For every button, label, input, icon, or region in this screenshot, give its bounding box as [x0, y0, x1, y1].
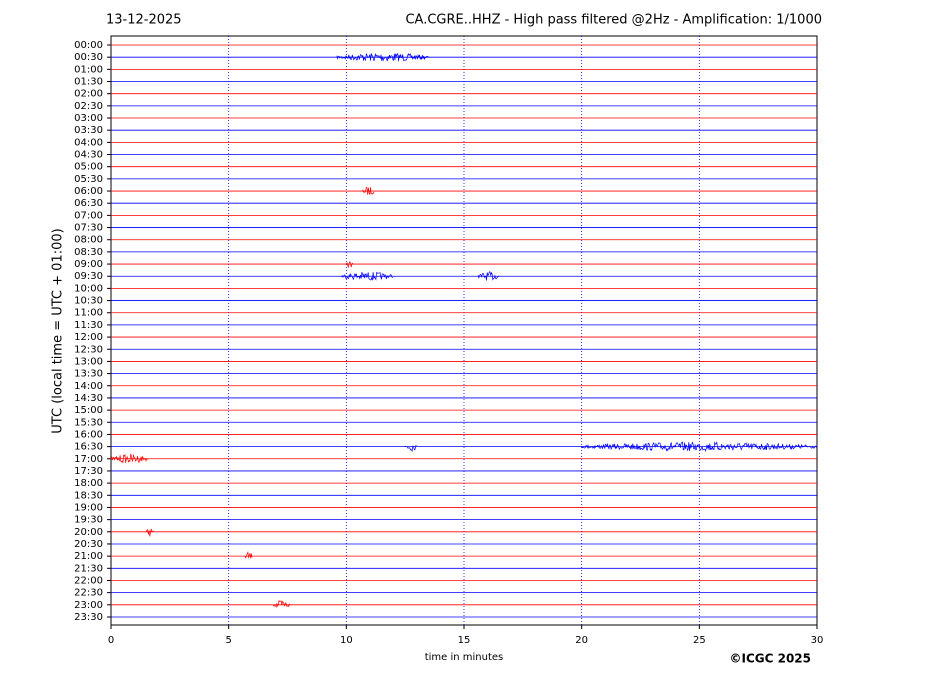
- x-axis-label: time in minutes: [425, 652, 504, 663]
- burst: [404, 444, 417, 452]
- x-tick-label: 20: [575, 635, 588, 646]
- x-tick-label: 0: [108, 635, 114, 646]
- y-tick-label: 09:30: [74, 271, 103, 282]
- y-tick-label: 12:00: [74, 332, 103, 343]
- y-tick-label: 03:30: [74, 125, 103, 136]
- y-tick-label: 12:30: [74, 344, 103, 355]
- y-tick-label: 16:00: [74, 429, 103, 440]
- y-tick-label: 10:00: [74, 283, 103, 294]
- y-tick-label: 23:00: [74, 600, 103, 611]
- y-tick-label: 04:30: [74, 150, 103, 161]
- y-tick-label: 11:30: [74, 320, 103, 331]
- y-tick-label: 08:30: [74, 247, 103, 258]
- y-tick-label: 11:00: [74, 308, 103, 319]
- burst: [341, 271, 393, 281]
- y-axis-label: UTC (local time = UTC + 01:00): [51, 228, 66, 433]
- y-tick-label: 01:00: [74, 64, 103, 75]
- y-tick-label: 14:00: [74, 381, 103, 392]
- y-tick-label: 04:00: [74, 137, 103, 148]
- y-tick-label: 17:00: [74, 454, 103, 465]
- credit: ©ICGC 2025: [729, 652, 811, 666]
- y-tick-label: 03:00: [74, 113, 103, 124]
- y-tick-label: 00:30: [74, 52, 103, 63]
- y-tick-label: 05:30: [74, 174, 103, 185]
- burst: [110, 453, 149, 464]
- y-tick-label: 21:30: [74, 563, 103, 574]
- y-tick-label: 23:30: [74, 612, 103, 623]
- y-tick-label: 19:00: [74, 502, 103, 513]
- y-tick-label: 02:00: [74, 89, 103, 100]
- x-tick-label: 25: [693, 635, 706, 646]
- y-tick-label: 05:00: [74, 162, 103, 173]
- y-tick-label: 19:30: [74, 515, 103, 526]
- burst: [477, 271, 500, 281]
- y-tick-label: 18:00: [74, 478, 103, 489]
- burst: [581, 441, 818, 452]
- x-tick-label: 5: [225, 635, 231, 646]
- y-tick-label: 10:30: [74, 296, 103, 307]
- y-tick-label: 07:30: [74, 223, 103, 234]
- y-tick-label: 21:00: [74, 551, 103, 562]
- burst: [345, 260, 354, 269]
- y-tick-label: 07:00: [74, 210, 103, 221]
- burst: [145, 528, 154, 537]
- y-tick-label: 17:30: [74, 466, 103, 477]
- burst: [362, 186, 375, 195]
- x-tick-label: 30: [811, 635, 824, 646]
- y-tick-label: 16:30: [74, 442, 103, 453]
- burst: [273, 599, 290, 608]
- y-tick-label: 20:00: [74, 527, 103, 538]
- y-tick-label: 06:00: [74, 186, 103, 197]
- y-tick-label: 22:00: [74, 575, 103, 586]
- y-tick-label: 08:00: [74, 235, 103, 246]
- x-tick-label: 10: [340, 635, 353, 646]
- y-tick-label: 13:00: [74, 356, 103, 367]
- x-tick-label: 15: [458, 635, 471, 646]
- y-tick-label: 06:30: [74, 198, 103, 209]
- y-tick-label: 18:30: [74, 490, 103, 501]
- burst: [336, 52, 429, 62]
- date: 13-12-2025: [106, 13, 182, 28]
- y-tick-label: 00:00: [74, 40, 103, 51]
- y-tick-label: 15:30: [74, 417, 103, 428]
- chart-title: CA.CGRE..HHZ - High pass filtered @2Hz -…: [405, 13, 822, 28]
- y-tick-label: 22:30: [74, 588, 103, 599]
- y-tick-label: 14:30: [74, 393, 103, 404]
- y-tick-label: 02:30: [74, 101, 103, 112]
- y-tick-label: 13:30: [74, 369, 103, 380]
- burst: [244, 551, 253, 559]
- y-tick-label: 09:00: [74, 259, 103, 270]
- y-tick-label: 20:30: [74, 539, 103, 550]
- y-tick-label: 15:00: [74, 405, 103, 416]
- y-tick-label: 01:30: [74, 77, 103, 88]
